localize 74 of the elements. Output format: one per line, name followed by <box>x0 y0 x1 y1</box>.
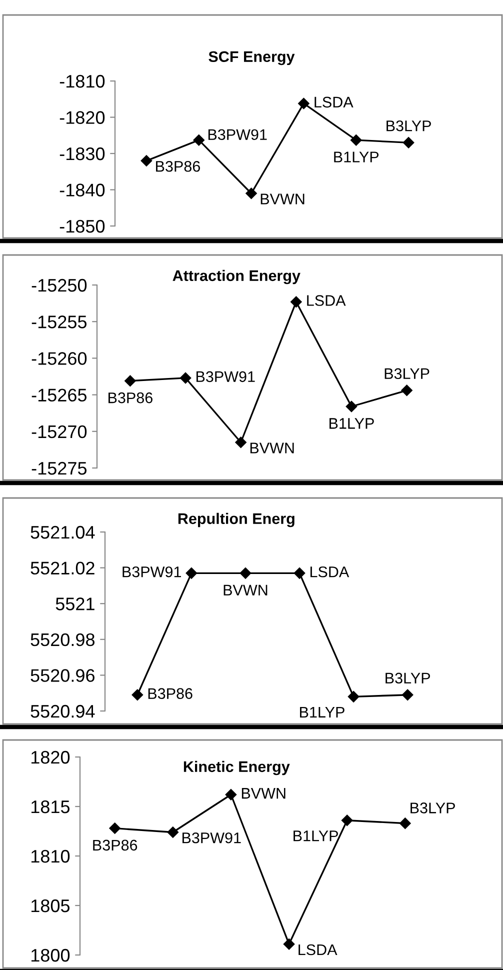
point <box>298 98 310 110</box>
annotation: B3P86 <box>156 160 200 172</box>
y-tick-label: -1810 <box>60 74 105 88</box>
annotation: B3P86 <box>148 688 192 699</box>
annotation: B3PW91 <box>196 371 255 382</box>
annotation: BVWN <box>224 584 268 596</box>
annotation: B1LYP <box>294 830 338 842</box>
point <box>400 818 411 829</box>
point <box>246 188 257 199</box>
chart-title: Repultion Energ <box>178 512 294 528</box>
point <box>109 822 120 834</box>
point <box>348 691 360 702</box>
point <box>294 568 306 579</box>
y-tick-label: -1840 <box>60 184 105 196</box>
point <box>290 296 302 308</box>
annotation: LSDA <box>310 566 350 578</box>
y-tick-label: 5520.98 <box>30 633 94 646</box>
y-tick-label: -15250 <box>32 278 87 292</box>
annotation: B3P86 <box>108 392 152 404</box>
y-tick-label: 1820 <box>31 750 70 764</box>
point <box>350 134 362 146</box>
annotation: B3P86 <box>93 840 138 851</box>
point <box>124 375 136 386</box>
annotation: LSDA <box>314 96 354 108</box>
point <box>283 938 295 950</box>
annotation: B3LYP <box>384 368 430 380</box>
annotation: LSDA <box>298 944 338 956</box>
point <box>167 826 179 838</box>
annotation: B1LYP <box>300 706 344 718</box>
point <box>346 400 358 412</box>
y-tick-label: -15275 <box>32 462 87 475</box>
point <box>225 789 237 800</box>
annotation: B3PW91 <box>182 832 241 844</box>
annotation: B3PW91 <box>208 129 267 140</box>
y-tick-label: 1810 <box>31 850 70 863</box>
y-tick-label: 1815 <box>31 800 70 814</box>
point <box>402 689 414 700</box>
y-tick-label: -1820 <box>60 111 105 124</box>
point <box>180 372 192 384</box>
y-tick-label: 5521.02 <box>30 562 94 575</box>
annotation: B3PW91 <box>122 566 181 578</box>
annotation: LSDA <box>307 295 346 306</box>
point <box>402 137 414 148</box>
chart-title: Kinetic Energy <box>184 760 290 776</box>
y-tick-label: 5520.96 <box>30 669 94 682</box>
annotation: B3LYP <box>386 672 430 684</box>
y-tick-label: -1850 <box>60 220 105 233</box>
y-tick-label: -1830 <box>60 147 105 160</box>
annotation: B1LYP <box>334 152 379 162</box>
y-tick-label: -15255 <box>32 316 87 328</box>
y-tick-label: 1800 <box>31 948 70 962</box>
annotation: BVWN <box>250 442 294 454</box>
annotation: BVWN <box>242 788 286 799</box>
y-tick-label: 1805 <box>31 899 70 912</box>
chart-title: Attraction Energy <box>172 270 300 284</box>
y-tick-label: 5521.04 <box>30 526 95 539</box>
point <box>341 814 353 826</box>
point <box>132 689 144 700</box>
chart-title: SCF Energy <box>208 51 295 66</box>
y-tick-label: -15260 <box>32 352 87 365</box>
point <box>193 134 204 146</box>
point <box>140 155 152 166</box>
y-tick-label: 5521 <box>56 598 94 610</box>
y-tick-label: -15265 <box>32 388 87 402</box>
annotation: BVWN <box>260 194 304 204</box>
point <box>401 384 412 396</box>
annotation: B1LYP <box>330 418 374 429</box>
point <box>186 568 198 579</box>
annotation: B3LYP <box>386 120 431 132</box>
annotation: B3LYP <box>410 802 455 814</box>
point <box>235 436 246 448</box>
y-tick-label: -15270 <box>32 425 87 438</box>
point <box>240 568 252 579</box>
y-tick-label: 5520.94 <box>30 704 95 718</box>
